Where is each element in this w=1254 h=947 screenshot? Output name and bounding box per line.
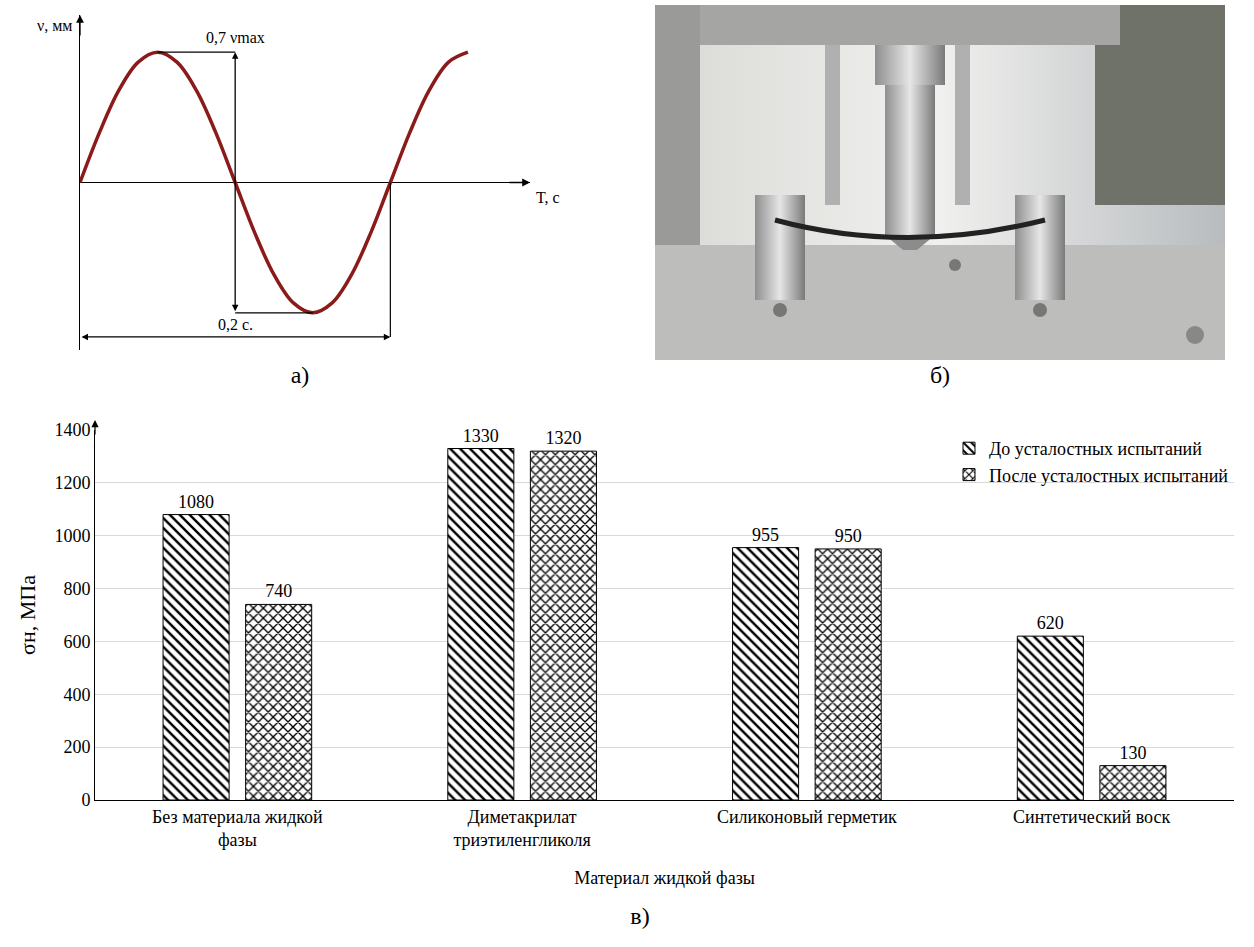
svg-text:0: 0: [81, 790, 90, 810]
svg-text:0,7 νmax: 0,7 νmax: [206, 29, 265, 46]
svg-text:200: 200: [63, 737, 90, 757]
svg-text:950: 950: [835, 526, 862, 546]
svg-text:0,2 с.: 0,2 с.: [218, 316, 253, 333]
svg-text:Синтетический воск: Синтетический воск: [1013, 807, 1170, 827]
svg-text:T, с: T, с: [536, 189, 560, 206]
svg-text:1320: 1320: [545, 428, 581, 448]
html-text:а): а): [290, 362, 310, 388]
svg-text:До усталостных испытаний: До усталостных испытаний: [989, 439, 1202, 459]
svg-text:1000: 1000: [54, 526, 90, 546]
svg-text:1400: 1400: [54, 420, 90, 440]
html-text:б): б): [929, 362, 951, 388]
svg-text:130: 130: [1119, 743, 1146, 763]
svg-text:600: 600: [63, 632, 90, 652]
svg-text:1330: 1330: [463, 426, 499, 446]
svg-text:Материал жидкой фазы: Материал жидкой фазы: [574, 868, 755, 888]
svg-text:1080: 1080: [178, 492, 214, 512]
svg-text:ν, мм: ν, мм: [37, 17, 72, 34]
svg-text:620: 620: [1037, 613, 1064, 633]
svg-text:После усталостных испытаний: После усталостных испытаний: [989, 466, 1228, 486]
svg-text:Диметакрилаттриэтиленгликоля: Диметакрилаттриэтиленгликоля: [453, 807, 591, 850]
svg-text:Без материала жидкойфазы: Без материала жидкойфазы: [152, 807, 323, 850]
svg-text:800: 800: [63, 579, 90, 599]
svg-text:σн, МПа: σн, МПа: [15, 575, 40, 655]
svg-text:740: 740: [265, 581, 292, 601]
svg-text:1200: 1200: [54, 473, 90, 493]
html-text:в): в): [630, 903, 650, 929]
svg-text:955: 955: [752, 525, 779, 545]
svg-text:400: 400: [63, 685, 90, 705]
svg-text:Силиконовый герметик: Силиконовый герметик: [717, 807, 897, 827]
